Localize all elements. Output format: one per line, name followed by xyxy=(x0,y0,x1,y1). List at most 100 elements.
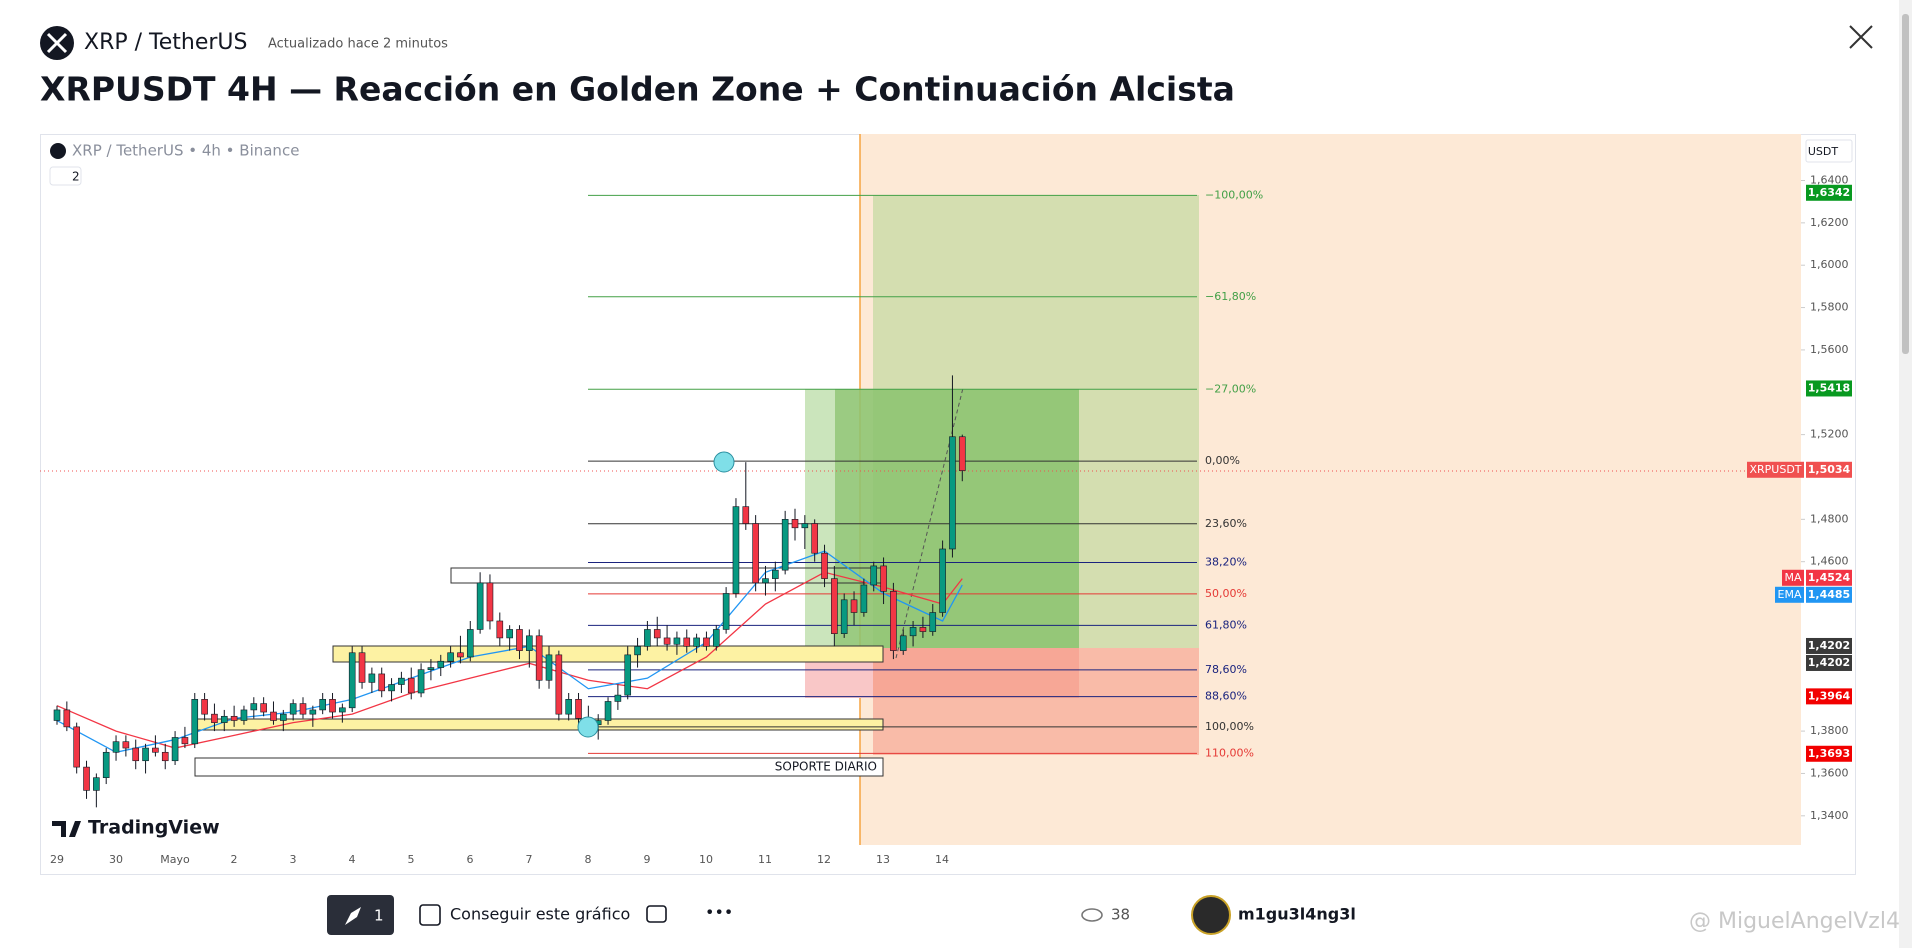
candle-body xyxy=(516,629,523,651)
x-tick-label: 14 xyxy=(935,853,949,866)
candle-body xyxy=(712,629,720,647)
candle-body xyxy=(299,703,307,715)
price-tag-label: 1,4202 xyxy=(1808,639,1850,652)
y-tick-label: 1,3800 xyxy=(1810,724,1849,737)
x-tick-label: 13 xyxy=(876,853,890,866)
candle-body xyxy=(949,436,956,550)
fib-label: 100,00% xyxy=(1205,720,1254,733)
plot: −100,00% −61,80% −27,00% 0,00% 23,60% 38,20% 5… xyxy=(53,188,1263,808)
chart-source: XRP / TetherUS • 4h • Binance xyxy=(72,142,299,160)
candle-body xyxy=(152,747,159,753)
candle-body xyxy=(850,599,858,613)
x-tick-label: Mayo xyxy=(160,853,190,866)
x-tick-label: 4 xyxy=(349,853,356,866)
x-tick-label: 5 xyxy=(408,853,415,866)
x-tick-label: 2 xyxy=(231,853,238,866)
candle-body xyxy=(142,747,149,762)
x-tick-label: 30 xyxy=(109,853,123,866)
candle-body xyxy=(270,711,277,721)
candle-body xyxy=(93,777,100,791)
tv-logo-mark xyxy=(52,821,81,837)
price-tag xyxy=(1806,654,1852,671)
candle-body xyxy=(250,703,258,711)
candle-body xyxy=(781,519,789,571)
candle-body xyxy=(742,506,750,524)
price-tag-label: 1,3693 xyxy=(1808,747,1850,760)
profit-zone xyxy=(835,389,1079,648)
zone-golden xyxy=(332,645,884,663)
price-tag xyxy=(1806,461,1852,478)
close-button[interactable] xyxy=(1849,25,1873,49)
fib-label: 38,20% xyxy=(1205,556,1247,569)
candle-body xyxy=(407,677,415,694)
watermark: @ MiguelAngelVzl4 xyxy=(1689,909,1900,934)
author-avatar[interactable] xyxy=(1191,895,1231,935)
price-tag xyxy=(1806,688,1852,705)
fib-label: 61,80% xyxy=(1205,618,1247,631)
candle-body xyxy=(427,667,435,670)
candle-body xyxy=(112,741,120,753)
price-tag-label: 1,4485 xyxy=(1808,588,1850,601)
candle-body xyxy=(506,629,513,639)
x-tick-label: 12 xyxy=(817,853,831,866)
fib-label: −61,80% xyxy=(1205,290,1256,303)
candle-body xyxy=(870,565,878,586)
candle-body xyxy=(388,684,395,692)
price-tag-label: 1,5418 xyxy=(1808,381,1850,394)
updated: Actualizado hace 2 minutos xyxy=(268,37,448,52)
chart-icon[interactable] xyxy=(419,904,441,926)
price-tag xyxy=(1806,586,1852,603)
candle-body xyxy=(644,629,651,647)
candle-body xyxy=(132,747,140,762)
price-tag xyxy=(1806,569,1852,586)
views-icon xyxy=(1081,908,1103,922)
candle-body xyxy=(545,654,553,681)
price-tag-label: 1,6342 xyxy=(1808,186,1850,199)
candle-body xyxy=(958,436,966,471)
y-tick-label: 1,3400 xyxy=(1810,809,1849,822)
candle-body xyxy=(437,660,445,668)
candle-body xyxy=(496,620,504,639)
x-tick-label: 6 xyxy=(467,853,474,866)
candle-body xyxy=(614,694,622,702)
tv-logo: TradingView xyxy=(88,817,220,839)
candle-body xyxy=(417,669,425,694)
series-tag-label: MA xyxy=(1784,571,1801,584)
currency-box xyxy=(1805,139,1853,163)
candle-body xyxy=(673,637,681,645)
series-tag xyxy=(1775,586,1804,603)
fib-label: −100,00% xyxy=(1205,188,1263,201)
candle-body xyxy=(840,599,848,634)
candle-body xyxy=(240,709,248,721)
candle-body xyxy=(555,654,563,715)
candle-body xyxy=(535,635,543,681)
candle-body xyxy=(457,652,464,658)
candle-body xyxy=(683,637,691,647)
scrollbar-thumb[interactable] xyxy=(1902,14,1909,354)
candle-body xyxy=(791,519,799,529)
fib-label: 78,60% xyxy=(1205,663,1247,676)
candle-body xyxy=(575,699,582,719)
indicator-toggle[interactable] xyxy=(49,166,82,186)
get-chart[interactable]: Conseguir este gráfico xyxy=(450,905,630,924)
zone-support xyxy=(194,718,884,731)
candle-body xyxy=(220,715,228,723)
comment-icon[interactable] xyxy=(646,905,667,923)
candle-body xyxy=(348,652,356,709)
author[interactable]: m1gu3l4ng3l xyxy=(1238,905,1356,924)
candle-body xyxy=(939,548,946,613)
boost-button[interactable] xyxy=(327,895,394,935)
y-tick-label: 1,6000 xyxy=(1810,258,1849,271)
candle-body xyxy=(801,523,809,529)
candle-body xyxy=(466,629,474,658)
more-button[interactable]: ••• xyxy=(705,903,733,922)
candle-body xyxy=(831,578,838,634)
candle-body xyxy=(762,578,769,584)
y-tick-label: 1,5800 xyxy=(1810,301,1849,314)
x-tick-label: 8 xyxy=(585,853,592,866)
candle-body xyxy=(890,591,897,651)
candle-body xyxy=(565,699,572,715)
views: 38 xyxy=(1111,906,1130,924)
candle-body xyxy=(230,715,238,721)
